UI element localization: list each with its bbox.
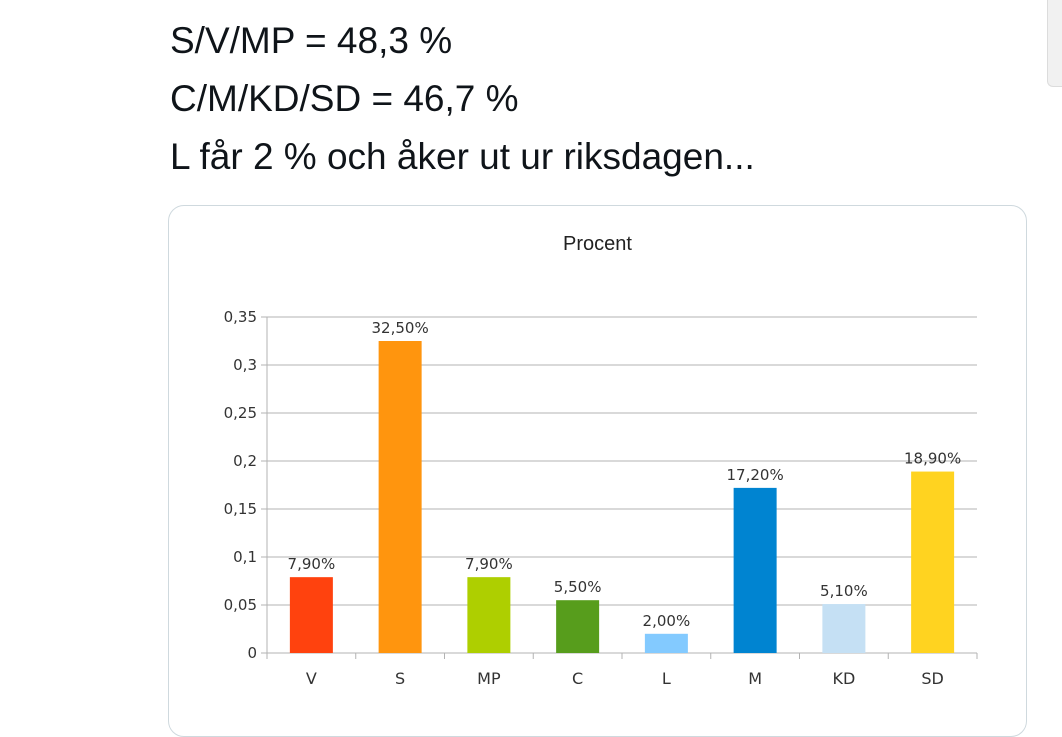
data-label: 32,50% <box>372 319 429 337</box>
x-tick-label: S <box>395 669 405 688</box>
bar-sd <box>911 471 955 653</box>
x-tick-label: SD <box>921 669 943 688</box>
y-tick-label: 0,1 <box>233 548 257 566</box>
scrollbar[interactable] <box>1047 0 1062 87</box>
tweet-line: C/M/KD/SD = 46,7 % <box>170 78 519 119</box>
y-tick-label: 0,05 <box>224 596 257 614</box>
x-tick-label: L <box>662 669 671 688</box>
data-label: 17,20% <box>727 466 784 484</box>
media-image[interactable]: Procent 0 0,05 0,1 0,15 0,2 0,25 0,3 0,35 7,90% V… <box>168 205 1027 737</box>
y-tick-label: 0,15 <box>224 500 257 518</box>
tweet-line: L får 2 % och åker ut ur riksdagen... <box>170 136 755 177</box>
data-label: 7,90% <box>288 555 336 573</box>
tweet-text: S/V/MP = 48,3 % C/M/KD/SD = 46,7 % L får… <box>170 12 755 186</box>
bar-v <box>289 577 333 653</box>
data-label: 5,50% <box>554 578 602 596</box>
x-tick-label: V <box>306 669 317 688</box>
y-tick-label: 0,25 <box>224 404 257 422</box>
x-tick-label: KD <box>832 669 855 688</box>
data-label: 7,90% <box>465 555 513 573</box>
data-label: 5,10% <box>820 582 868 600</box>
bar-chart: 0 0,05 0,1 0,15 0,2 0,25 0,3 0,35 7,90% V 32,50% S 7… <box>224 308 978 688</box>
y-tick-label: 0,3 <box>233 356 257 374</box>
x-tick-label: MP <box>477 669 501 688</box>
bar-l <box>644 633 688 653</box>
bar-c <box>556 600 600 653</box>
x-tick-label: M <box>748 669 762 688</box>
y-tick-label: 0,2 <box>233 452 257 470</box>
y-tick-label: 0 <box>247 644 257 662</box>
chart-title: Procent <box>563 233 632 255</box>
y-tick-label: 0,35 <box>224 308 257 326</box>
bar-kd <box>822 604 866 653</box>
data-label: 18,90% <box>904 450 961 468</box>
data-label: 2,00% <box>643 612 691 630</box>
x-tick-label: C <box>572 669 583 688</box>
bar-mp <box>467 577 511 653</box>
tweet-line: S/V/MP = 48,3 % <box>170 20 453 61</box>
bar-m <box>733 487 777 653</box>
bar-s <box>378 341 422 653</box>
